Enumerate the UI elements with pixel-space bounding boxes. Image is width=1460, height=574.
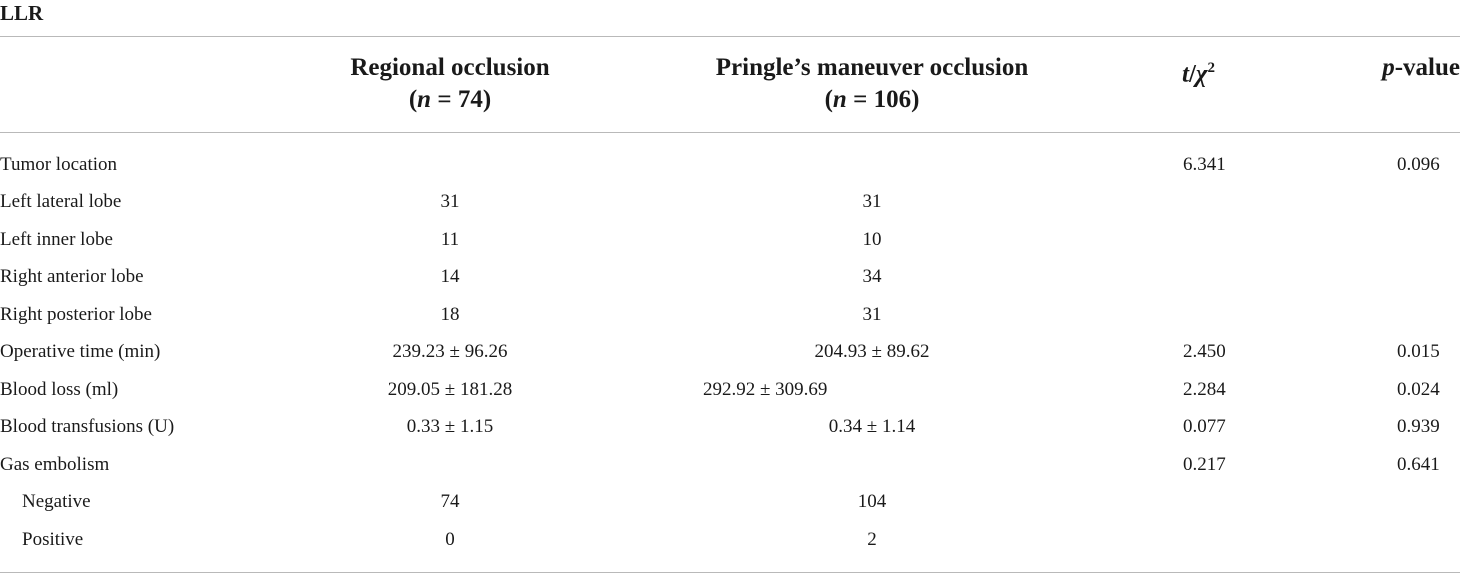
row-regional-value: 74 [440,491,460,512]
row-regional-value: 0 [445,529,455,550]
row-pringle-value: 104 [857,491,887,512]
row-pringle-value: 31 [862,191,882,212]
row-regional-value: 209.05 ± 181.28 [387,379,513,400]
row-pringle-value: 292.92 ± 309.69 [703,379,828,400]
row-p-value: 0.939 [1397,416,1440,437]
row-pringle-value: 34 [862,266,882,287]
row-regional-value: 18 [440,304,460,325]
row-label: Gas embolism [0,454,110,475]
row-label: Right posterior lobe [0,304,152,325]
header-pringle-occlusion: Pringle’s maneuver occlusion (n = 106) [715,54,1029,113]
row-regional-value: 11 [440,229,460,250]
row-label: Tumor location [0,154,117,175]
row-label: Right anterior lobe [0,266,144,287]
header-statistic: t/χ2 [1182,60,1216,88]
row-p-value: 0.024 [1397,379,1440,400]
row-pringle-value: 2 [867,529,877,550]
row-statistic: 2.450 [1183,341,1226,362]
row-label: Blood transfusions (U) [0,416,175,437]
header-p-value: p-value [1382,54,1460,81]
row-label: Left inner lobe [0,229,113,250]
row-statistic: 0.217 [1183,454,1226,475]
top-rule [0,36,1460,37]
row-label: Operative time (min) [0,341,161,362]
row-label: Positive [22,529,84,550]
row-p-value: 0.015 [1397,341,1440,362]
row-pringle-value: 0.34 ± 1.14 [828,416,916,437]
row-pringle-value: 31 [862,304,882,325]
row-pringle-value: 10 [862,229,882,250]
row-label: Left lateral lobe [0,191,122,212]
table-title: LLR [0,1,44,25]
row-regional-value: 31 [440,191,460,212]
row-statistic: 6.341 [1183,154,1226,175]
bottom-rule [0,572,1460,573]
row-pringle-value: 204.93 ± 89.62 [814,341,930,362]
header-rule [0,132,1460,133]
row-label: Negative [22,491,91,512]
header-regional-occlusion: Regional occlusion (n = 74) [350,54,550,113]
row-regional-value: 14 [440,266,460,287]
row-p-value: 0.641 [1397,454,1440,475]
row-p-value: 0.096 [1397,154,1440,175]
row-label: Blood loss (ml) [0,379,119,400]
row-statistic: 0.077 [1183,416,1226,437]
row-regional-value: 0.33 ± 1.15 [406,416,494,437]
row-regional-value: 239.23 ± 96.26 [392,341,508,362]
row-statistic: 2.284 [1183,379,1226,400]
